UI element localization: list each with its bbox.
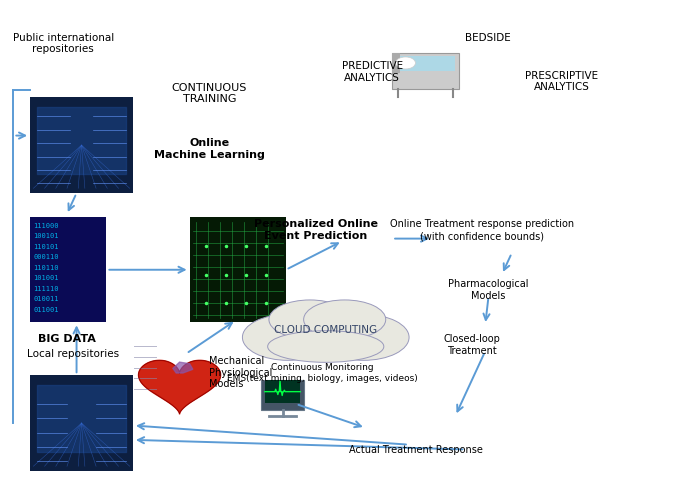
- Text: BEDSIDE: BEDSIDE: [465, 33, 511, 42]
- FancyBboxPatch shape: [30, 217, 106, 322]
- Text: 000110: 000110: [33, 254, 59, 260]
- Text: Continuous Monitoring
EMS(text mining, biology, images, videos): Continuous Monitoring EMS(text mining, b…: [227, 363, 418, 383]
- Ellipse shape: [253, 310, 398, 353]
- FancyBboxPatch shape: [30, 97, 133, 193]
- Ellipse shape: [243, 314, 333, 361]
- Text: 011001: 011001: [33, 307, 59, 313]
- FancyBboxPatch shape: [265, 380, 300, 403]
- Ellipse shape: [318, 314, 409, 361]
- Text: BIG DATA: BIG DATA: [38, 335, 95, 345]
- Text: CLOUD COMPUTING: CLOUD COMPUTING: [274, 325, 377, 335]
- FancyBboxPatch shape: [395, 56, 456, 71]
- Text: PRESCRIPTIVE
ANALYTICS: PRESCRIPTIVE ANALYTICS: [525, 71, 598, 93]
- Text: 111000: 111000: [33, 223, 59, 228]
- FancyBboxPatch shape: [189, 217, 286, 322]
- Polygon shape: [139, 361, 220, 414]
- Text: Online
Machine Learning: Online Machine Learning: [154, 138, 265, 160]
- Text: Public international
repositories: Public international repositories: [13, 33, 114, 54]
- Ellipse shape: [269, 300, 351, 339]
- Ellipse shape: [304, 300, 386, 339]
- FancyBboxPatch shape: [261, 380, 304, 410]
- Text: 110110: 110110: [33, 265, 59, 271]
- Text: 100101: 100101: [33, 233, 59, 239]
- Text: 010011: 010011: [33, 296, 59, 302]
- FancyBboxPatch shape: [392, 53, 458, 89]
- Text: CONTINUOUS
TRAINING: CONTINUOUS TRAINING: [172, 83, 247, 105]
- Text: Personalized Online
Event Prediction: Personalized Online Event Prediction: [254, 219, 378, 241]
- Text: Online Treatment response prediction
(with confidence bounds): Online Treatment response prediction (wi…: [390, 219, 574, 241]
- Text: 111110: 111110: [33, 286, 59, 292]
- Text: 101001: 101001: [33, 275, 59, 281]
- Text: Pharmacological
Models: Pharmacological Models: [448, 280, 529, 301]
- Text: Actual Treatment Response: Actual Treatment Response: [349, 445, 483, 455]
- Text: 110101: 110101: [33, 243, 59, 250]
- Polygon shape: [173, 362, 193, 373]
- Text: Local repositories: Local repositories: [27, 348, 119, 359]
- FancyBboxPatch shape: [392, 53, 400, 73]
- FancyBboxPatch shape: [30, 375, 133, 471]
- Ellipse shape: [395, 57, 416, 69]
- Text: Mechanical
Physiological
Models: Mechanical Physiological Models: [210, 356, 273, 389]
- Text: PREDICTIVE
ANALYTICS: PREDICTIVE ANALYTICS: [341, 61, 403, 83]
- Ellipse shape: [268, 331, 384, 362]
- Text: Closed-loop
Treatment: Closed-loop Treatment: [443, 335, 500, 356]
